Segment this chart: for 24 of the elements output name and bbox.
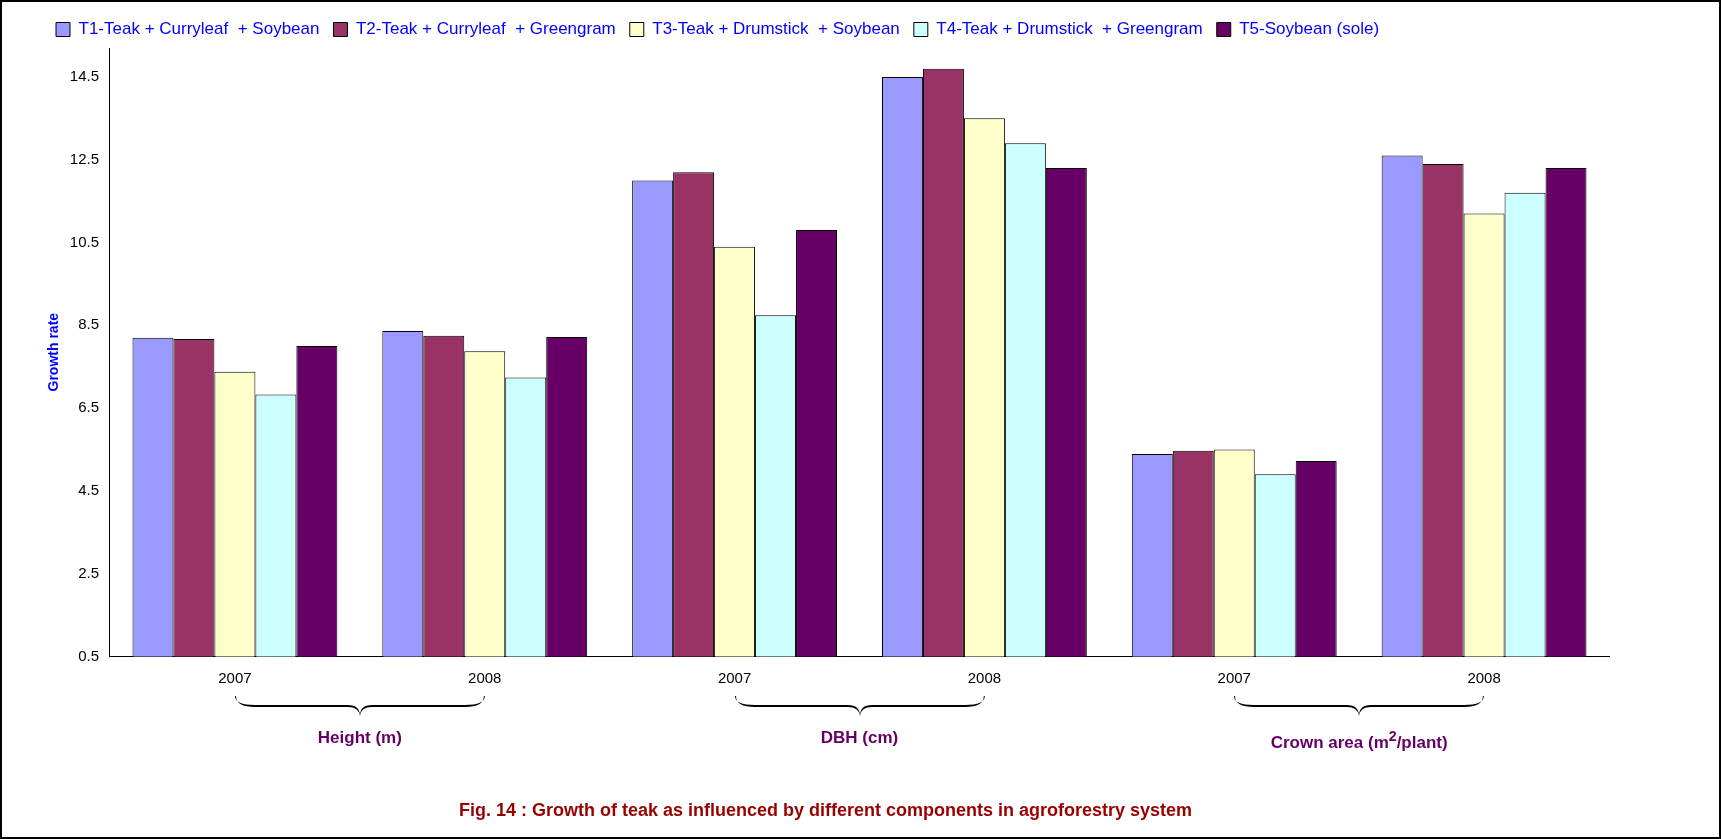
x-tick-label: 2007: [218, 668, 252, 686]
x-tick-label: 2007: [1217, 668, 1251, 686]
y-tick-label: 6.5: [78, 398, 99, 416]
text: Crown area (m$^{2}$/plant): [1270, 728, 1448, 754]
legend-label: T2-Teak + Curryleaf + Greengram: [355, 19, 616, 39]
x-tick-label: 2008: [967, 668, 1002, 686]
legend-label: T3-Teak + Drumstick + Soybean: [652, 19, 900, 39]
y-tick-label: 14.5: [69, 67, 99, 85]
x-tick-label: 2008: [468, 668, 502, 686]
text: DBH (cm): [820, 728, 899, 749]
y-tick-label: 0.5: [78, 646, 99, 664]
legend-label: T5-Soybean (sole): [1239, 19, 1380, 39]
legend-label: T1-Teak + Curryleaf + Soybean: [78, 19, 320, 39]
y-axis-title: Growth rate: [45, 312, 62, 392]
text: Height (m): [317, 728, 402, 749]
y-tick-label: 10.5: [69, 232, 99, 250]
x-tick-label: 2008: [1467, 668, 1501, 686]
legend-label: T4-Teak + Drumstick + Greengram: [936, 19, 1203, 39]
y-tick-label: 8.5: [78, 315, 99, 333]
text: Fig. 14 : Growth of teak as influenced by different components in agroforestry system: [458, 800, 1193, 821]
y-tick-label: 12.5: [69, 149, 99, 167]
y-tick-label: 2.5: [78, 563, 99, 581]
x-tick-label: 2007: [717, 668, 752, 686]
y-tick-label: 4.5: [78, 480, 99, 498]
